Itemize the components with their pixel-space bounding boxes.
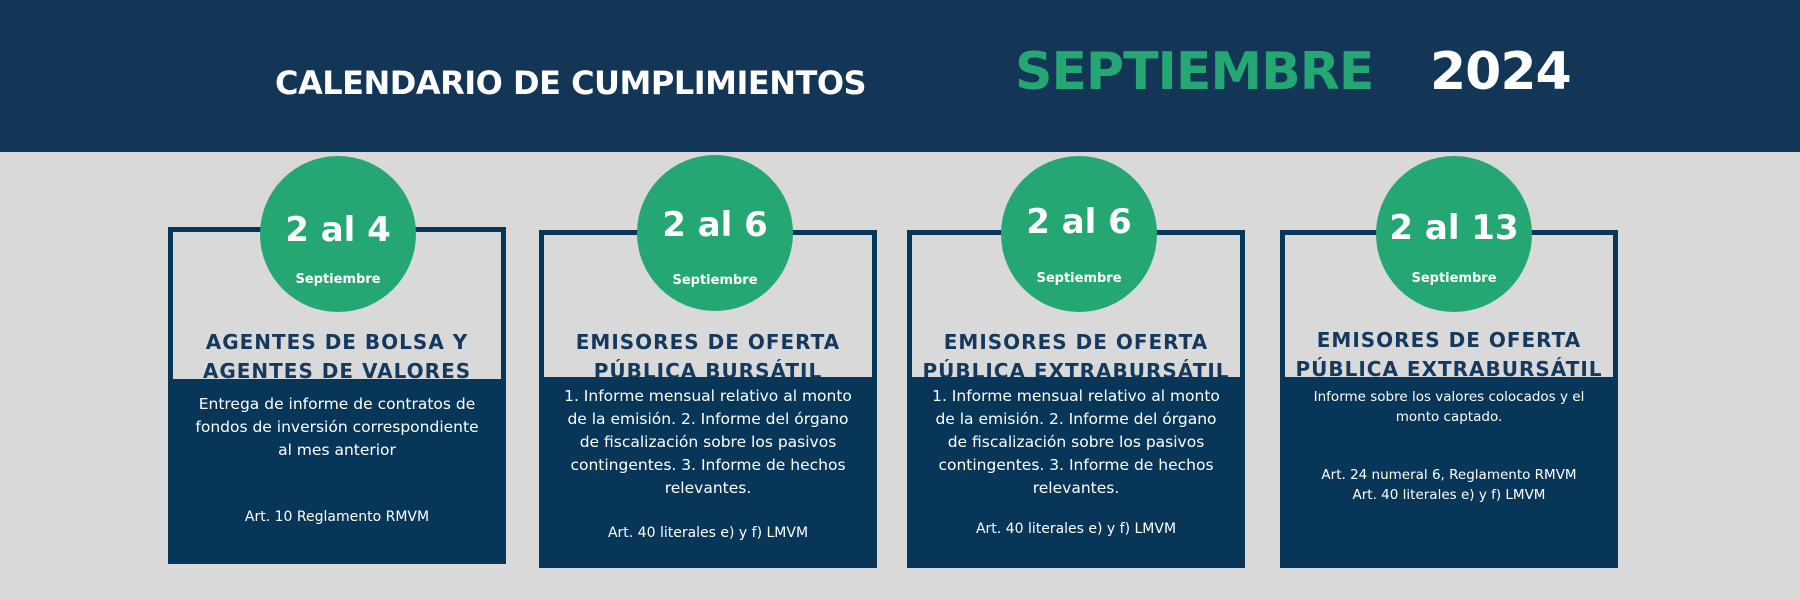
card-description: 1. Informe mensual relativo al monto de … [932,387,1220,497]
badge-month: Septiembre [672,273,758,288]
header-banner: CALENDARIO DE CUMPLIMIENTOS SEPTIEMBRE 2… [0,0,1800,152]
card-title-line: EMISORES DE OFERTA [575,330,841,354]
year-label: 2024 [1430,42,1572,102]
card-title-line: AGENTES DE BOLSA Y [205,330,469,354]
card-reference: Art. 24 numeral 6, Reglamento RMVM Art. … [1295,465,1603,505]
card-description: Informe sobre los valores colocados y el… [1313,389,1585,425]
card-description: Entrega de informe de contratos de fondo… [195,395,479,459]
date-range: 2 al 13 [1389,208,1519,248]
card-description: 1. Informe mensual relativo al monto de … [564,387,852,497]
date-badge: 2 al 13 Septiembre [1376,156,1532,312]
month-label: SEPTIEMBRE [1015,42,1374,102]
card-title: AGENTES DE BOLSA Y AGENTES DE VALORES [179,328,495,386]
card-title-line: EMISORES DE OFERTA [943,330,1209,354]
badge-month: Septiembre [295,272,381,287]
card-title: EMISORES DE OFERTA PÚBLICA EXTRABURSÁTIL [1291,326,1607,384]
card-reference-line: Art. 40 literales e) y f) LMVM [1352,487,1546,503]
date-badge: 2 al 4 Septiembre [260,156,416,312]
card-reference: Art. 10 Reglamento RMVM [244,509,430,525]
card-body: 1. Informe mensual relativo al monto de … [912,377,1240,563]
card-reference: Art. 40 literales e) y f) LMVM [975,521,1177,537]
card-body: Entrega de informe de contratos de fondo… [173,379,501,559]
badge-month: Septiembre [1411,271,1497,286]
page-title: CALENDARIO DE CUMPLIMIENTOS [275,64,867,102]
card-body: 1. Informe mensual relativo al monto de … [544,377,872,563]
compliance-card-colocacion: EMISORES DE OFERTA PÚBLICA EXTRABURSÁTIL… [1280,230,1618,568]
date-range: 2 al 6 [662,205,768,245]
date-range: 2 al 4 [285,210,391,250]
card-reference: Art. 40 literales e) y f) LMVM [607,525,809,541]
badge-month: Septiembre [1036,271,1122,286]
date-range: 2 al 6 [1026,202,1132,242]
card-title-line: EMISORES DE OFERTA [1316,328,1582,352]
date-badge: 2 al 6 Septiembre [637,155,793,311]
card-body: Informe sobre los valores colocados y el… [1285,377,1613,563]
date-badge: 2 al 6 Septiembre [1001,156,1157,312]
card-reference-line: Art. 24 numeral 6, Reglamento RMVM [1321,467,1577,483]
